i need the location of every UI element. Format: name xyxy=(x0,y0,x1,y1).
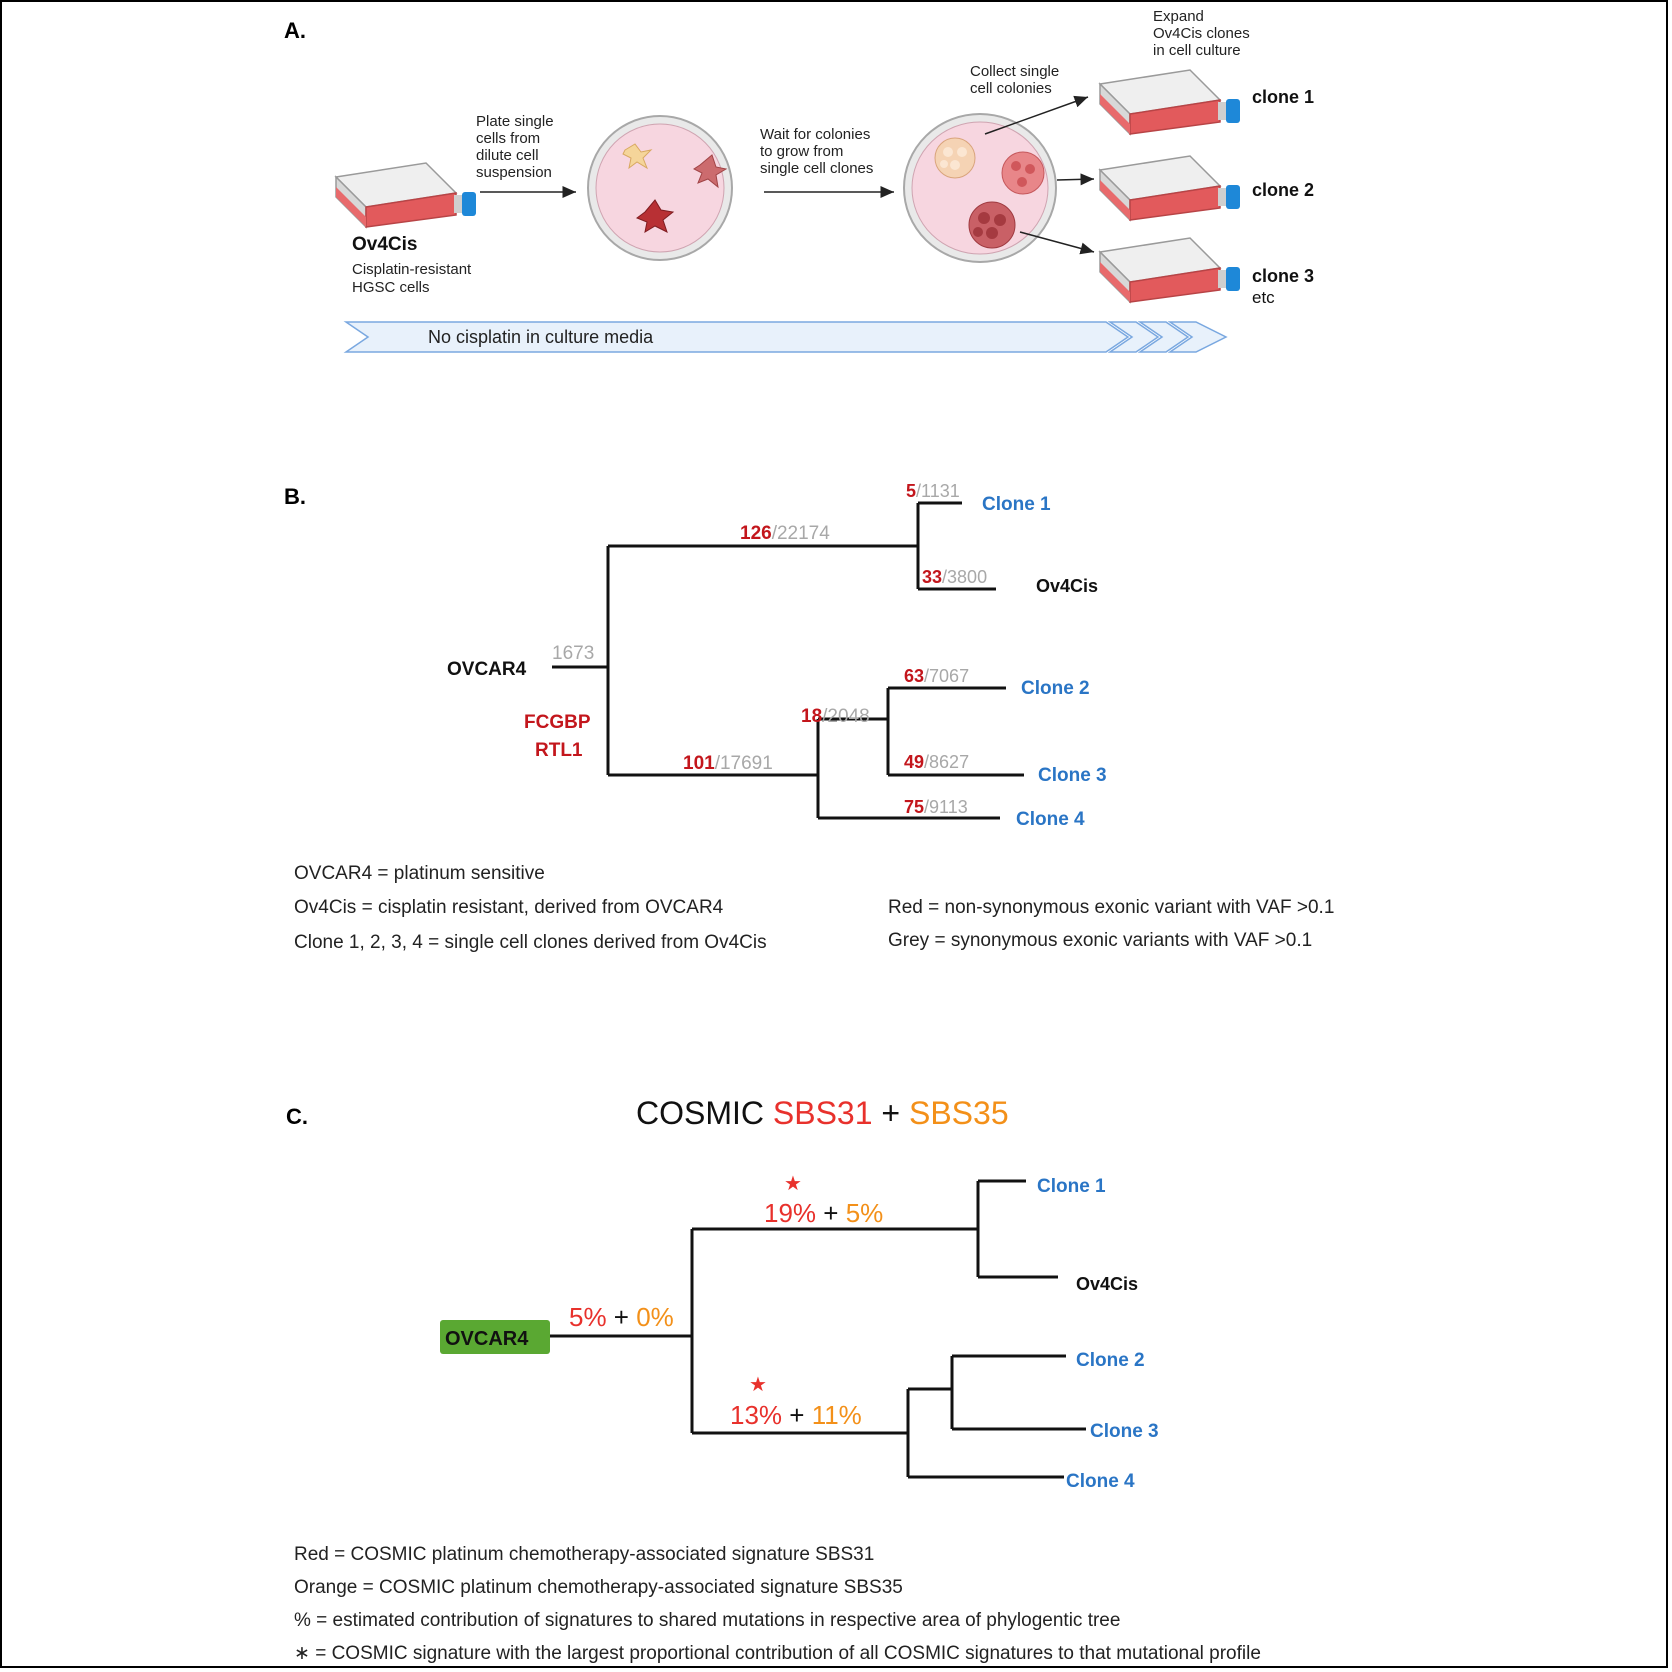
panel-b-label: B. xyxy=(284,484,306,509)
arrow-to-clone-1 xyxy=(984,95,1089,135)
legend-c-3: % = estimated contribution of signatures… xyxy=(294,1610,1120,1631)
leaf-c-clone-1: Clone 1 xyxy=(1037,1176,1106,1197)
legend-b-left-3: Clone 1, 2, 3, 4 = single cell clones de… xyxy=(294,932,767,953)
upper-branch-count: 126/22174 xyxy=(740,523,830,544)
etc-label: etc xyxy=(1252,288,1275,307)
legend-b-right-2: Grey = synonymous exonic variants with V… xyxy=(888,930,1312,951)
leaf-c-clone-4: Clone 4 xyxy=(1066,1471,1135,1492)
step2-line-3: single cell clones xyxy=(760,160,873,177)
start-cell-name: Ov4Cis xyxy=(352,234,417,255)
arrow-to-clone-2 xyxy=(1056,173,1095,186)
leaf-label-clone-4: Clone 4 xyxy=(1016,809,1085,830)
step1-line-1: Plate single xyxy=(476,113,554,130)
step3-line-1: Collect single xyxy=(970,63,1059,80)
gene-label-rtl1: RTL1 xyxy=(535,740,583,761)
root-label-b: OVCAR4 xyxy=(447,659,527,680)
legend-c-4: ∗ = COSMIC signature with the largest pr… xyxy=(294,1643,1261,1664)
star-icon: ★ xyxy=(749,1374,767,1396)
leaf-count-clone-1: 5/1131 xyxy=(906,481,960,501)
legend-b-left-1: OVCAR4 = platinum sensitive xyxy=(294,863,545,884)
start-desc-line-1: Cisplatin-resistant xyxy=(352,261,472,278)
panel-c-label: C. xyxy=(286,1104,308,1129)
root-signature: 5% + 0% xyxy=(569,1302,674,1332)
clone-flask-icon xyxy=(1098,69,1240,136)
root-count-b: 1673 xyxy=(552,643,594,664)
leaf-count-clone-3: 49/8627 xyxy=(904,752,969,772)
panel-a-label: A. xyxy=(284,18,306,43)
step1-line-3: dilute cell xyxy=(476,147,539,164)
star-icon: ★ xyxy=(784,1173,802,1195)
colony-dish-icon xyxy=(903,113,1057,263)
sub-branch-count: 18/2048 xyxy=(801,706,870,727)
step4-line-2: Ov4Cis clones xyxy=(1153,25,1250,42)
leaf-c-clone-3: Clone 3 xyxy=(1090,1421,1159,1442)
upper-signature: 19% + 5% xyxy=(764,1198,883,1228)
step1-line-4: suspension xyxy=(476,164,552,181)
leaf-count-ov4cis: 33/3800 xyxy=(922,567,987,587)
root-label-c: OVCAR4 xyxy=(445,1328,529,1350)
step1-line-2: cells from xyxy=(476,130,540,147)
step2-line-1: Wait for colonies xyxy=(760,126,870,143)
arrow-to-clone-3 xyxy=(1019,231,1095,255)
lower-branch-count: 101/17691 xyxy=(683,753,773,774)
flask-icon xyxy=(334,162,476,229)
leaf-label-clone-3: Clone 3 xyxy=(1038,765,1107,786)
legend-b-left-2: Ov4Cis = cisplatin resistant, derived fr… xyxy=(294,897,724,918)
phylo-tree-b xyxy=(552,501,1024,820)
panel-c-title: COSMIC SBS31 + SBS35 xyxy=(636,1095,1009,1131)
lower-signature: 13% + 11% xyxy=(730,1400,862,1430)
leaf-count-clone-4: 75/9113 xyxy=(904,797,968,817)
step4-line-3: in cell culture xyxy=(1153,42,1241,59)
legend-c-1: Red = COSMIC platinum chemotherapy-assoc… xyxy=(294,1544,874,1565)
clone-3-label: clone 3 xyxy=(1252,266,1314,286)
gene-label-fcgbp: FCGBP xyxy=(524,712,591,733)
clone-flask-icon xyxy=(1098,155,1240,222)
start-desc-line-2: HGSC cells xyxy=(352,279,430,296)
leaf-count-clone-2: 63/7067 xyxy=(904,666,969,686)
culture-media-banner xyxy=(343,321,1228,353)
clone-flask-icon xyxy=(1098,237,1240,304)
clone-1-label: clone 1 xyxy=(1252,87,1314,107)
legend-b-right-1: Red = non-synonymous exonic variant with… xyxy=(888,897,1334,918)
step4-line-1: Expand xyxy=(1153,8,1204,25)
leaf-label-ov4cis: Ov4Cis xyxy=(1036,576,1098,596)
step3-line-2: cell colonies xyxy=(970,80,1052,97)
phylo-tree-c xyxy=(550,1179,1086,1479)
leaf-c-clone-2: Clone 2 xyxy=(1076,1350,1145,1371)
leaf-c-ov4cis: Ov4Cis xyxy=(1076,1274,1138,1294)
banner-text: No cisplatin in culture media xyxy=(428,327,654,347)
step2-line-2: to grow from xyxy=(760,143,843,160)
legend-c-2: Orange = COSMIC platinum chemotherapy-as… xyxy=(294,1577,903,1598)
clone-2-label: clone 2 xyxy=(1252,180,1314,200)
petri-dish-icon xyxy=(587,115,733,261)
leaf-label-clone-2: Clone 2 xyxy=(1021,678,1090,699)
leaf-label-clone-1: Clone 1 xyxy=(982,494,1051,515)
root-box-c xyxy=(440,1320,550,1354)
